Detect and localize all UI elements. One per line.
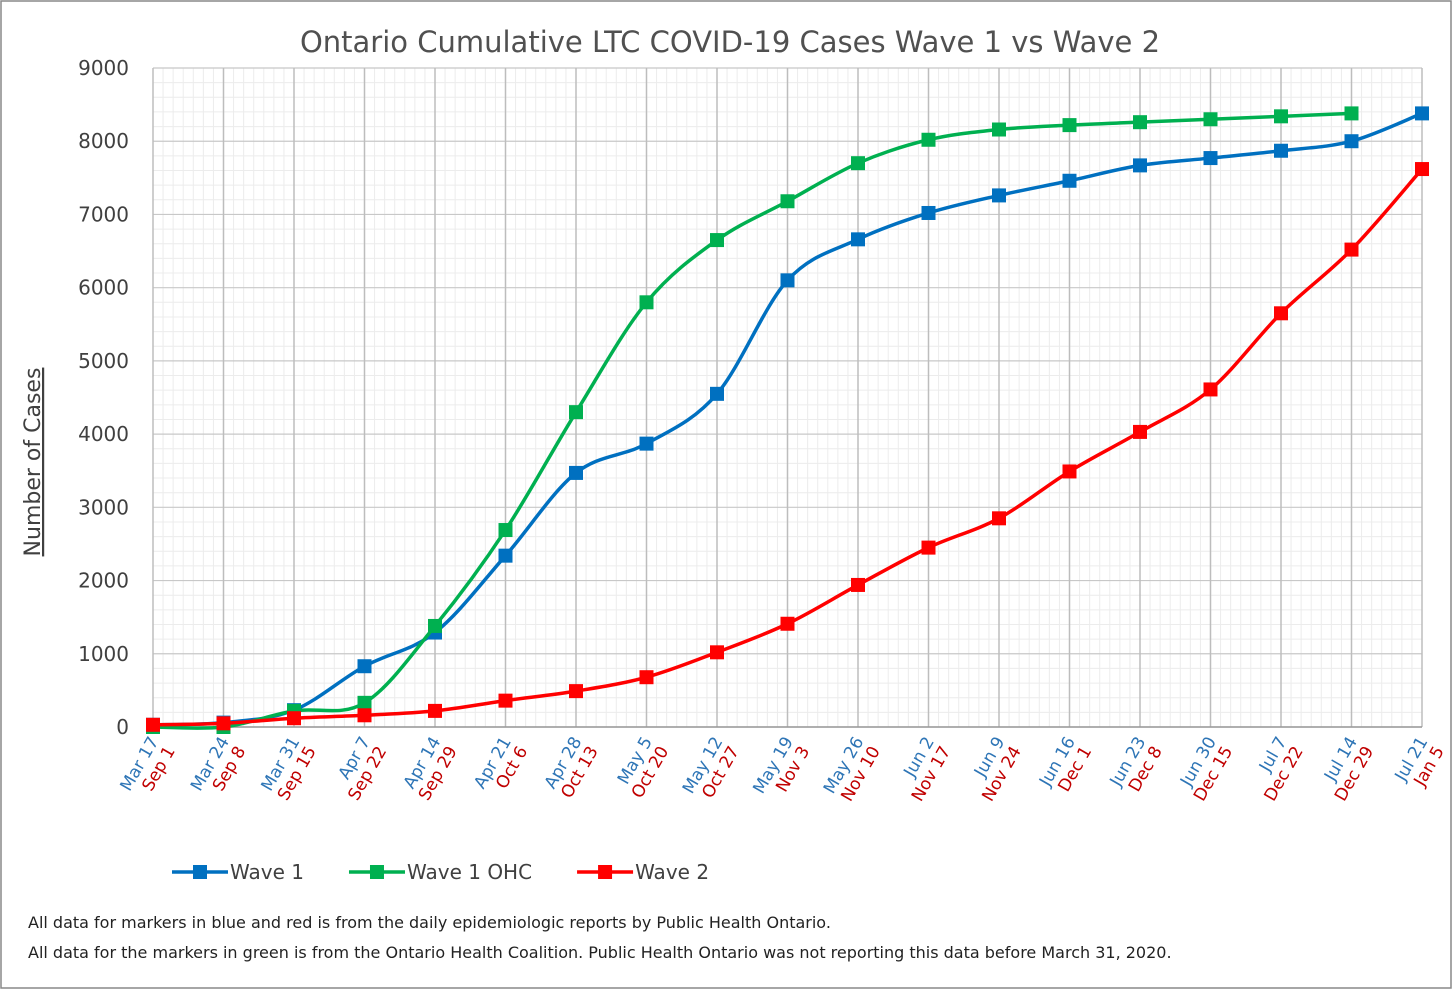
marker: [1274, 306, 1288, 321]
y-axis-label: Number of Cases: [21, 368, 46, 557]
marker: [1062, 173, 1077, 188]
marker: [921, 540, 936, 555]
legend-marker: [598, 865, 613, 879]
y-tick-label: 3000: [78, 495, 129, 519]
marker: [639, 436, 654, 451]
marker: [1415, 106, 1429, 121]
marker: [146, 717, 160, 732]
y-tick-label: 1000: [78, 642, 129, 666]
marker: [357, 659, 372, 674]
marker: [639, 295, 654, 310]
marker: [851, 156, 865, 171]
y-tick-label: 7000: [78, 202, 129, 226]
marker: [710, 386, 724, 401]
marker: [216, 716, 231, 731]
legend-label: Wave 2: [635, 860, 709, 884]
marker: [569, 465, 583, 480]
marker: [780, 194, 795, 209]
marker: [1062, 464, 1077, 479]
marker: [1274, 143, 1288, 158]
marker: [780, 616, 795, 631]
marker: [357, 708, 372, 723]
chart-title: Ontario Cumulative LTC COVID-19 Cases Wa…: [300, 25, 1160, 59]
y-tick-label: 2000: [78, 569, 129, 593]
marker: [1062, 118, 1077, 133]
marker: [1344, 134, 1359, 149]
marker: [569, 405, 583, 420]
marker: [498, 523, 513, 538]
marker: [639, 670, 654, 685]
marker: [1203, 151, 1218, 166]
y-tick-label: 4000: [78, 422, 129, 446]
marker: [851, 577, 865, 592]
marker: [710, 645, 724, 660]
marker: [1344, 242, 1359, 257]
marker: [992, 511, 1006, 526]
marker: [992, 122, 1006, 137]
marker: [921, 205, 936, 220]
marker: [1133, 115, 1147, 130]
marker: [287, 711, 301, 726]
marker: [1415, 162, 1429, 177]
note: All data for the markers in green is fro…: [28, 943, 1172, 962]
legend-marker: [193, 865, 207, 879]
marker: [1203, 112, 1218, 127]
marker: [498, 693, 513, 708]
y-tick-label: 6000: [78, 276, 129, 300]
y-tick-label: 9000: [78, 56, 129, 80]
marker: [1133, 158, 1147, 173]
marker: [921, 132, 936, 147]
y-tick-label: 5000: [78, 349, 129, 373]
marker: [1344, 106, 1359, 121]
marker: [1133, 424, 1147, 439]
marker: [498, 548, 513, 563]
marker: [1203, 382, 1218, 397]
marker: [1274, 109, 1288, 124]
legend-label: Wave 1: [230, 860, 304, 884]
marker: [710, 233, 724, 248]
y-tick-label: 0: [116, 715, 129, 739]
marker: [992, 188, 1006, 203]
marker: [851, 232, 865, 247]
marker: [428, 618, 442, 633]
marker: [357, 695, 372, 710]
note: All data for markers in blue and red is …: [28, 913, 831, 932]
legend-label: Wave 1 OHC: [407, 860, 532, 884]
y-tick-label: 8000: [78, 129, 129, 153]
marker: [569, 684, 583, 699]
legend-marker: [369, 865, 384, 879]
marker: [780, 273, 795, 288]
marker: [428, 703, 442, 718]
